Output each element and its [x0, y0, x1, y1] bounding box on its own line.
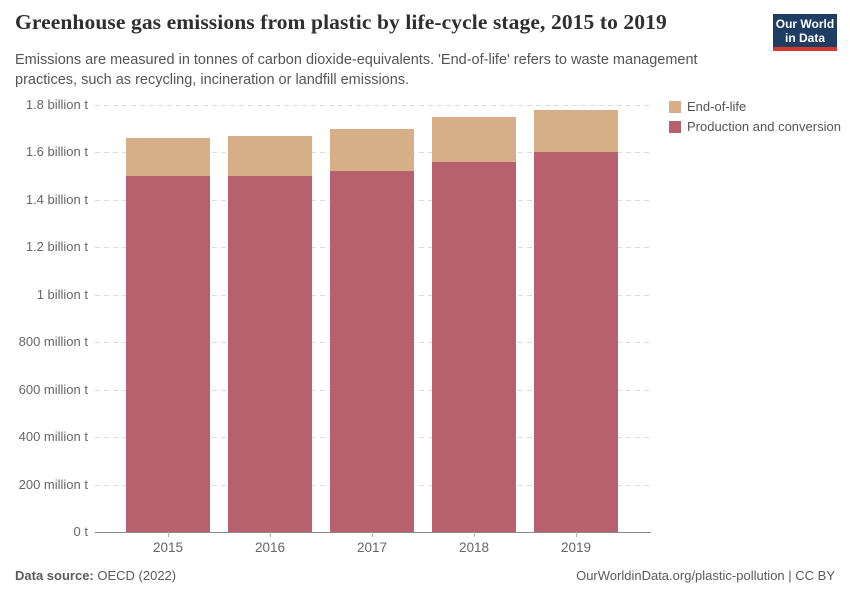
owid-logo-line1: Our World — [775, 16, 835, 31]
x-axis-tick-label[interactable]: 2016 — [254, 540, 286, 555]
y-axis-tick-label: 200 million t — [18, 477, 88, 492]
data-source-label: Data source: — [15, 568, 94, 583]
x-axis-tick — [576, 532, 577, 537]
legend-swatch — [669, 120, 681, 133]
y-axis-tick-label: 1.2 billion t — [25, 239, 88, 254]
y-axis-tick-label: 800 million t — [18, 334, 88, 349]
bar-2018-end-of-life[interactable] — [432, 116, 516, 162]
bar-2015-production-and-conversion[interactable] — [126, 176, 210, 532]
data-source: Data source: OECD (2022) — [15, 568, 176, 583]
legend-label: Production and conversion — [687, 119, 841, 134]
y-axis-tick-label: 1.8 billion t — [25, 97, 88, 112]
x-axis-tick — [372, 532, 373, 537]
y-axis-tick-label: 400 million t — [18, 429, 88, 444]
bar-2018-production-and-conversion[interactable] — [432, 161, 516, 532]
x-axis-tick-label[interactable]: 2018 — [458, 540, 490, 555]
y-axis-tick-label: 600 million t — [18, 382, 88, 397]
bar-2015-end-of-life[interactable] — [126, 138, 210, 177]
x-axis-tick — [270, 532, 271, 537]
y-axis-tick-label: 1.4 billion t — [25, 192, 88, 207]
chart-subtitle: Emissions are measured in tonnes of carb… — [15, 52, 698, 88]
x-axis-tick — [474, 532, 475, 537]
data-source-value: OECD (2022) — [93, 568, 177, 583]
owid-url-link[interactable]: OurWorldinData.org/plastic-pollution | C… — [576, 568, 835, 583]
bar-2017-end-of-life[interactable] — [330, 128, 414, 172]
x-axis-line — [95, 532, 651, 533]
chart-legend: End-of-life Production and conversion — [669, 100, 841, 140]
chart-title: Greenhouse gas emissions from plastic by… — [15, 10, 667, 34]
legend-label: End-of-life — [687, 99, 747, 114]
owid-logo-line2: in Data — [784, 30, 825, 45]
bar-2019-end-of-life[interactable] — [534, 109, 618, 153]
x-axis-tick — [168, 532, 169, 537]
bar-2019-production-and-conversion[interactable] — [534, 152, 618, 532]
chart-footer: Data source: OECD (2022) OurWorldinData.… — [15, 568, 835, 583]
x-axis-tick-label[interactable]: 2017 — [356, 540, 388, 555]
bar-2016-end-of-life[interactable] — [228, 135, 312, 177]
y-axis-tick-label: 1.6 billion t — [25, 144, 88, 159]
bar-2017-production-and-conversion[interactable] — [330, 171, 414, 532]
owid-logo: Our World in Data — [773, 14, 837, 51]
y-axis-tick-label: 0 t — [73, 524, 88, 539]
gridline — [95, 105, 651, 106]
x-axis-tick-label[interactable]: 2015 — [152, 540, 184, 555]
y-axis-tick-label: 1 billion t — [36, 287, 88, 302]
bar-2016-production-and-conversion[interactable] — [228, 176, 312, 532]
x-axis-tick-label[interactable]: 2019 — [560, 540, 592, 555]
legend-item-end-of-life[interactable]: End-of-life — [669, 100, 841, 113]
legend-item-production-and-conversion[interactable]: Production and conversion — [669, 120, 841, 133]
legend-swatch — [669, 100, 681, 113]
